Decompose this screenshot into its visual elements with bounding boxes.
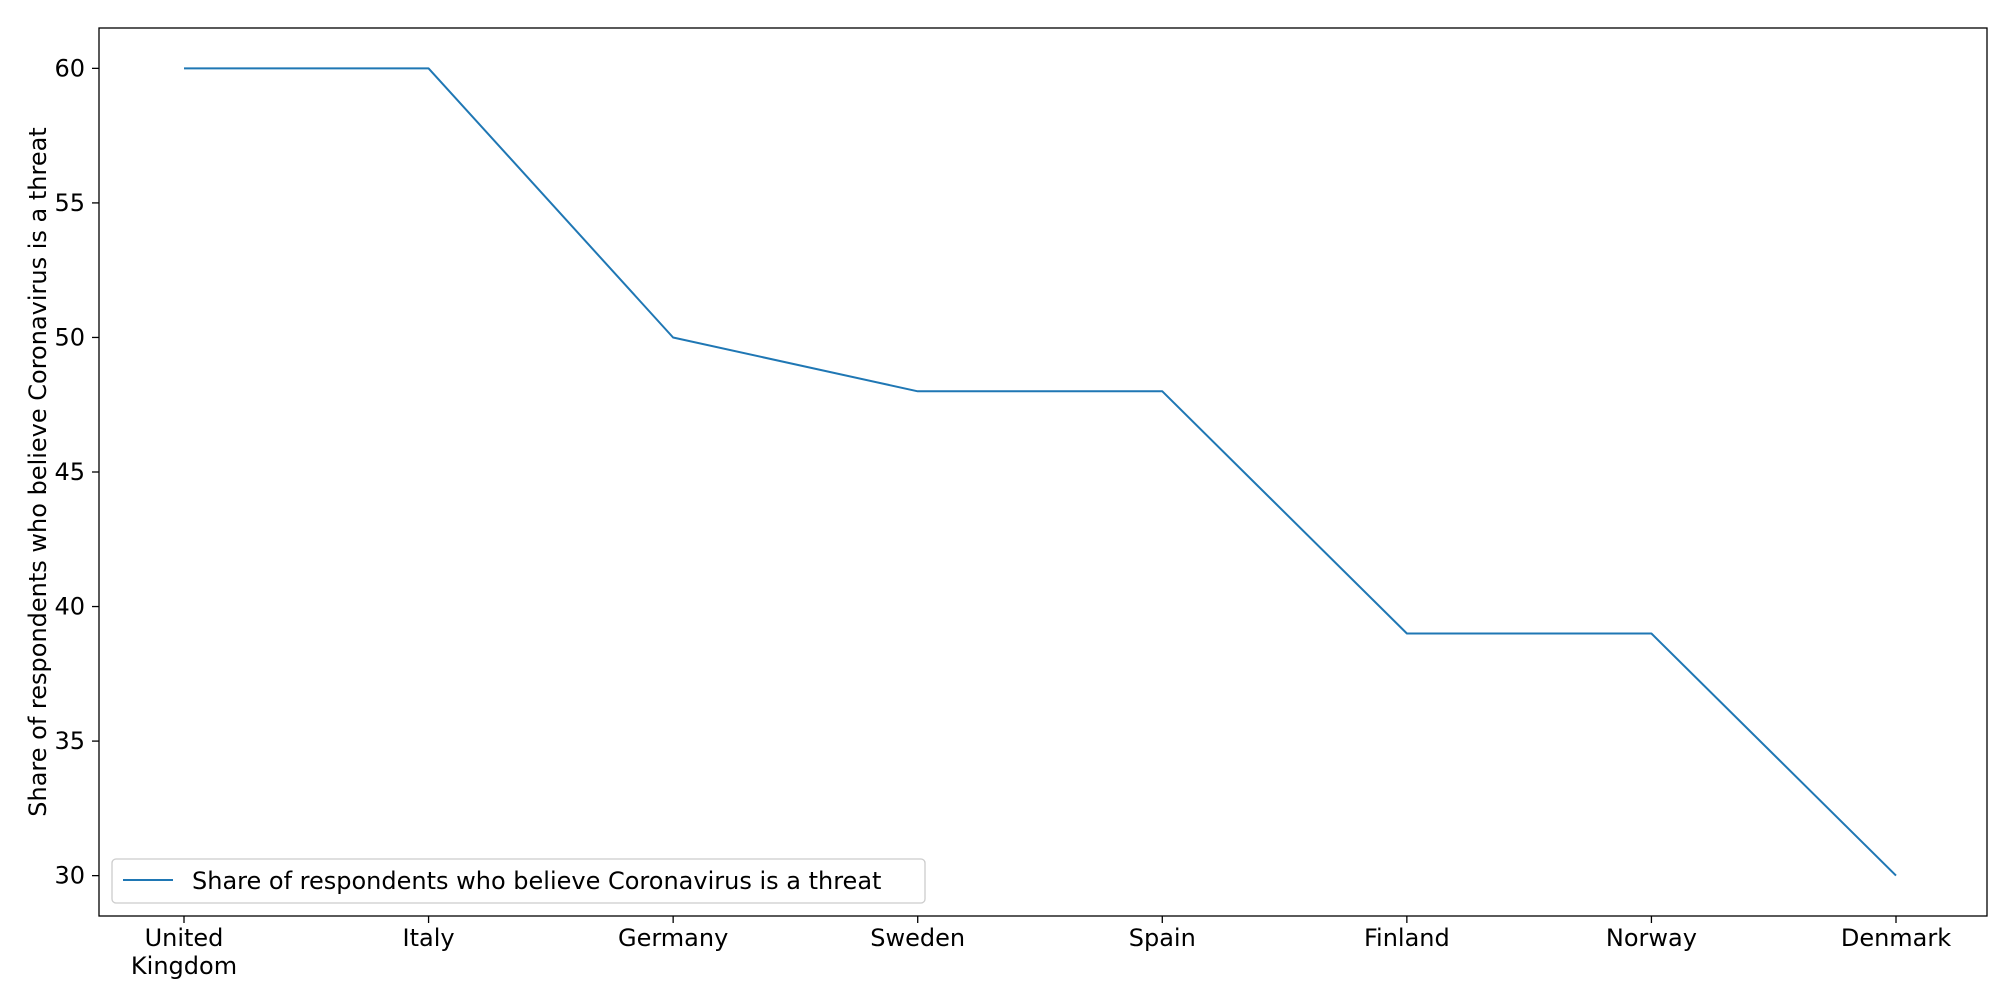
x-tick-label: Germany (618, 924, 728, 952)
legend-box (111, 858, 926, 904)
x-axis-ticks: United Kingdom Italy Germany Sweden Spain Finl… (131, 916, 1951, 980)
x-tick-label: Finland (1364, 924, 1450, 952)
y-tick-label: 40 (54, 593, 85, 621)
x-tick-label: Denmark (1841, 924, 1951, 952)
y-tick-label: 60 (54, 54, 85, 82)
x-tick-label: Spain (1129, 924, 1196, 952)
legend: Share of respondents who believe Coronav… (111, 858, 926, 904)
series-line (184, 67, 1897, 877)
y-axis-ticks: 30 35 40 45 50 55 60 (54, 54, 99, 890)
y-axis-label: Share of respondents who believe Coronav… (24, 127, 52, 816)
x-tick-label: Italy (403, 924, 455, 952)
x-tick-label: Norway (1606, 924, 1697, 952)
y-tick-label: 50 (54, 323, 85, 351)
y-tick-label: 55 (54, 189, 85, 217)
plot-area (98, 27, 1988, 917)
y-tick-label: 45 (54, 458, 85, 486)
legend-label: Share of respondents who believe Coronav… (192, 867, 881, 895)
y-tick-label: 30 (54, 862, 85, 890)
x-tick-label: Sweden (870, 924, 965, 952)
series-layer (184, 67, 1897, 877)
x-tick-label: United Kingdom (131, 924, 237, 980)
y-tick-label: 35 (54, 727, 85, 755)
